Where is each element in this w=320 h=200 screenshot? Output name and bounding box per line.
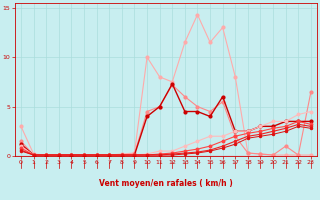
X-axis label: Vent moyen/en rafales ( km/h ): Vent moyen/en rafales ( km/h ): [99, 179, 233, 188]
